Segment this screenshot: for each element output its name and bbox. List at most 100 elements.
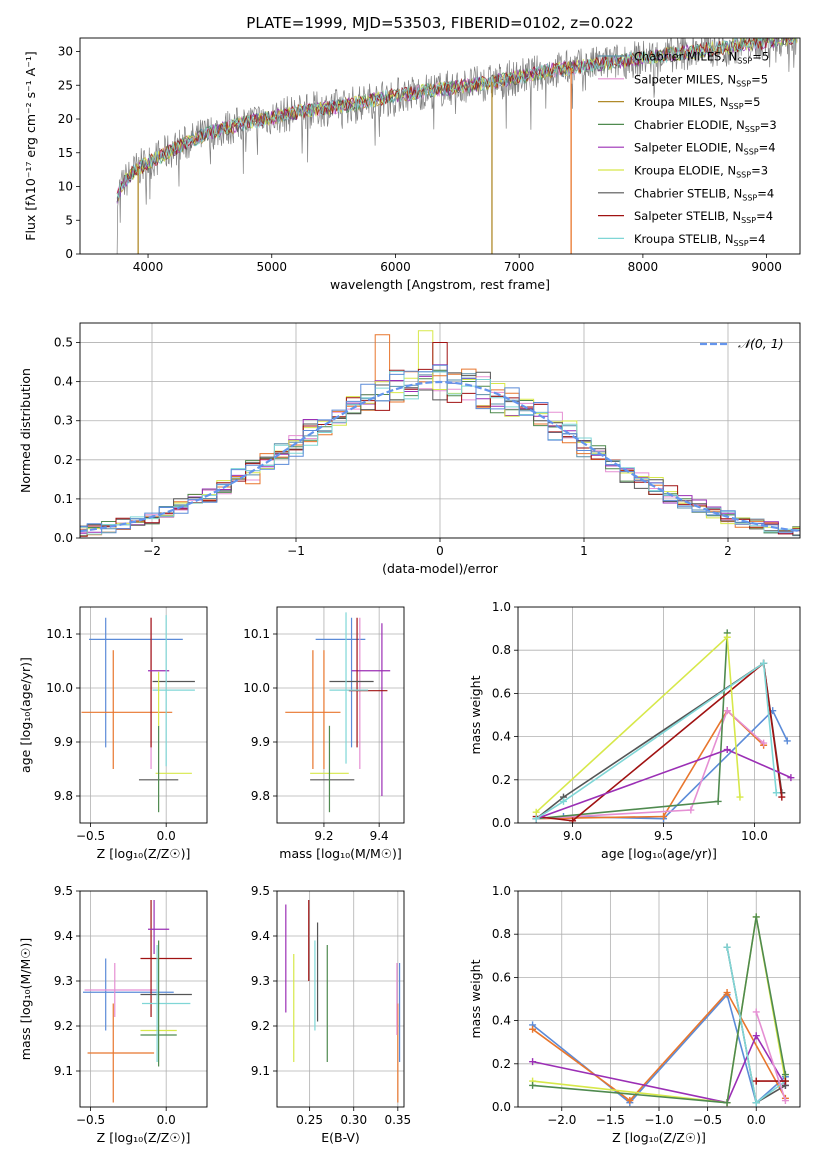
y-tick-label: 0.4 xyxy=(492,1014,511,1028)
point-marker-3-1 xyxy=(714,797,722,805)
point-marker-6-1 xyxy=(723,746,731,754)
chart-mass_z: −0.5 0.0 9.1 9.2 9.3 9.4 9.5 Z [log₁₀(Z/Z☉)] mas… xyxy=(18,884,208,1145)
y-tick-label: 1.0 xyxy=(492,884,511,898)
series-line-0 xyxy=(536,709,789,820)
y-axis-label: mass weight xyxy=(468,675,483,754)
series-line-4 xyxy=(532,916,787,1104)
y-tick-label: 30 xyxy=(58,45,73,59)
x-axis-label: age [log₁₀(age/yr)] xyxy=(601,846,717,861)
axes-frame xyxy=(79,890,208,1108)
point-marker-4-0 xyxy=(529,1081,537,1089)
series-line-1 xyxy=(532,991,787,1102)
point-marker-5-3 xyxy=(778,793,786,801)
y-tick-label: 20 xyxy=(58,112,73,126)
chart-age_z: −0.5 0.0 9.8 9.9 10.0 10.1 Z [log₁₀(Z/Z☉)] age … xyxy=(18,606,208,861)
x-tick-label: 2 xyxy=(724,544,732,558)
x-tick-label: −1.5 xyxy=(596,1113,625,1127)
plot-area-residuals xyxy=(80,323,800,538)
y-tick-label: 0.0 xyxy=(54,531,73,545)
y-tick-label: 0.8 xyxy=(492,927,511,941)
y-tick-label: 10.0 xyxy=(243,681,270,695)
x-tick-label: 8000 xyxy=(628,260,659,274)
legend-label-3: Chabrier ELODIE, NSSP=3 xyxy=(634,118,777,134)
point-marker-8-0 xyxy=(532,815,540,823)
plot-area-mass_ebv xyxy=(277,891,404,1107)
point-marker-2-2 xyxy=(752,1032,760,1040)
legend-label-5: Kroupa ELODIE, NSSP=3 xyxy=(634,164,768,180)
y-axis-label: Normed distribution xyxy=(18,368,33,493)
axes-frame xyxy=(517,606,801,824)
point-marker-7-0 xyxy=(752,1077,760,1085)
x-tick-label: 0.25 xyxy=(296,1113,323,1127)
series-line-8 xyxy=(755,1011,787,1101)
y-tick-label: 9.1 xyxy=(251,1064,270,1078)
legend-label-6: Chabrier STELIB, NSSP=4 xyxy=(634,186,774,202)
axes-frame xyxy=(79,37,801,255)
y-tick-label: 0.2 xyxy=(492,1057,511,1071)
plot-area-mass_z xyxy=(80,891,207,1107)
y-tick-label: 0.2 xyxy=(492,773,511,787)
y-tick-label: 9.4 xyxy=(251,929,270,943)
y-tick-label: 9.9 xyxy=(54,735,73,749)
point-marker-1-1 xyxy=(626,1097,634,1105)
point-marker-6-0 xyxy=(723,943,731,951)
plot-area-age_mass xyxy=(277,607,404,823)
chart-age_mass: 9.2 9.4 9.8 9.9 10.0 10.1 mass [log₁₀(M/M☉)] xyxy=(243,606,405,861)
point-marker-8-1 xyxy=(559,797,567,805)
point-marker-8-3 xyxy=(772,789,780,797)
point-marker-1-1 xyxy=(660,813,668,821)
x-tick-label: 0.30 xyxy=(340,1113,367,1127)
axes-frame xyxy=(79,606,208,824)
x-tick-label: −0.5 xyxy=(76,1113,105,1127)
plot-area-mw_z xyxy=(518,891,800,1107)
series-line-2 xyxy=(532,1033,787,1104)
y-tick-label: 10 xyxy=(58,180,73,194)
series-line-8 xyxy=(535,661,778,820)
y-tick-label: 5 xyxy=(65,213,73,227)
point-marker-8-2 xyxy=(760,659,768,667)
y-tick-label: 0.3 xyxy=(54,414,73,428)
point-marker-6-2 xyxy=(787,774,795,782)
y-tick-label: 10.1 xyxy=(46,627,73,641)
x-tick-label: 10.0 xyxy=(741,829,768,843)
point-marker-7-1 xyxy=(781,1077,789,1085)
point-marker-5-1 xyxy=(569,817,577,823)
point-marker-4-3 xyxy=(781,1071,789,1079)
y-tick-label: 0.4 xyxy=(492,730,511,744)
point-marker-7-1 xyxy=(723,633,731,641)
x-tick-label: 0.0 xyxy=(157,829,176,843)
y-tick-label: 0.0 xyxy=(492,816,511,830)
x-tick-label: 9.4 xyxy=(370,829,389,843)
y-tick-label: 9.2 xyxy=(251,1019,270,1033)
y-tick-label: 25 xyxy=(58,78,73,92)
x-tick-label: 0 xyxy=(436,544,444,558)
x-tick-label: 9000 xyxy=(751,260,782,274)
chart-spectrum: 4000 5000 6000 7000 8000 9000 0 5 10 15 20 25 30 wave… xyxy=(23,37,801,292)
y-axis-label: mass weight xyxy=(468,959,483,1038)
chart-mw_age: 9.0 9.5 10.0 0.0 0.2 0.4 0.6 0.8 1.0 age [log₁₀(a… xyxy=(468,600,801,861)
axes-frame xyxy=(79,322,801,539)
point-marker-6-1 xyxy=(752,1099,760,1107)
histogram-6 xyxy=(80,371,800,536)
legend: Chabrier MILES, NSSP=5 Salpeter MILES, NS… xyxy=(598,50,777,248)
y-tick-label: 9.9 xyxy=(251,735,270,749)
y-tick-label: 9.8 xyxy=(54,789,73,803)
x-axis-label: (data-model)/error xyxy=(382,561,499,576)
x-tick-label: −1 xyxy=(287,544,305,558)
x-axis-label: mass [log₁₀(M/M☉)] xyxy=(279,846,401,861)
y-tick-label: 9.3 xyxy=(251,974,270,988)
series-line-2 xyxy=(536,709,765,820)
x-tick-label: −0.5 xyxy=(693,1113,722,1127)
y-tick-label: 0.6 xyxy=(492,970,511,984)
point-marker-4-2 xyxy=(752,913,760,921)
legend-label-8: Kroupa STELIB, NSSP=4 xyxy=(634,232,765,248)
x-tick-label: 4000 xyxy=(133,260,164,274)
point-marker-1-2 xyxy=(723,989,731,997)
point-marker-2-3 xyxy=(760,739,768,747)
chart-residuals: −2 −1 0 1 2 0.0 0.1 0.2 0.3 0.4 0.5 (data-model)/er… xyxy=(18,322,801,576)
point-marker-1-0 xyxy=(529,1025,537,1033)
y-axis-label: Flux [fλ10⁻¹⁷ erg cm⁻² s⁻¹ A⁻¹] xyxy=(23,51,38,240)
x-axis-label: Z [log₁₀(Z/Z☉)] xyxy=(612,1130,706,1145)
y-tick-label: 0.8 xyxy=(492,643,511,657)
